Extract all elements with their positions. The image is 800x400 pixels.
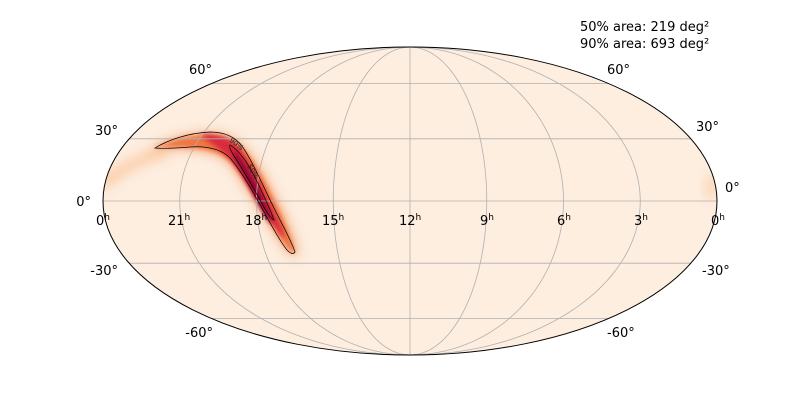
area-90-text: 90% area: 693 deg² [580,37,710,52]
meridian-line [256,47,411,355]
lat-label-30-left: 30° [95,124,118,139]
lat-label-0-right: 0° [725,181,740,196]
meridian-line [409,47,488,355]
graticule [103,47,717,355]
ra-label-3h: 3h [634,213,648,229]
meridian-line [332,47,411,355]
lat-label-minus60-left: -60° [185,326,213,341]
ra-label-6h: 6h [557,213,571,229]
lat-label-minus60-right: -60° [607,326,635,341]
lat-label-60-right: 60° [607,63,630,78]
lat-label-minus30-left: -30° [90,264,118,279]
ra-label-0h-right: 0h [711,213,725,229]
lat-label-0-left: 0° [76,195,91,210]
meridian-line [179,47,411,355]
credible-area-summary: 50% area: 219 deg² 90% area: 693 deg² [580,19,709,53]
sky-border [102,46,718,356]
meridian-line [409,47,641,355]
ra-label-18h: 18h [245,213,267,229]
area-50-text: 50% area: 219 deg² [580,20,710,35]
heatmap-halo-left [103,146,168,190]
ra-label-9h: 9h [480,213,494,229]
lat-label-60-left: 60° [189,63,212,78]
contour-90-percent [153,131,296,254]
ra-label-21h: 21h [168,213,190,229]
heatmap-red [200,134,285,238]
lat-label-30-right: 30° [696,120,719,135]
meridian-line [409,47,564,355]
ra-label-15h: 15h [322,213,344,229]
contour-50-percent [229,144,275,221]
ra-label-0h-left: 0h [96,213,110,229]
lat-label-minus30-right: -30° [702,264,730,279]
ra-label-12h: 12h [399,213,421,229]
